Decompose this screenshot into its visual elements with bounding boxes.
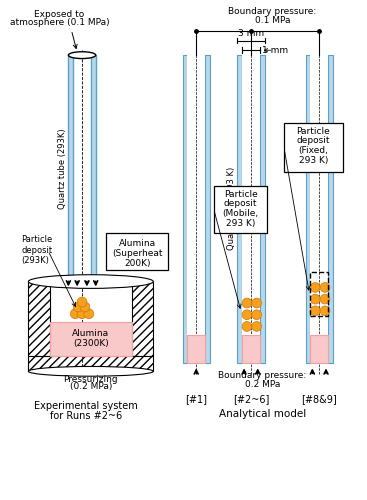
Text: deposit: deposit (297, 136, 330, 145)
Text: Alumina
(2300K): Alumina (2300K) (72, 329, 109, 348)
Circle shape (252, 298, 262, 308)
Circle shape (320, 306, 330, 316)
Text: for Runs #2~6: for Runs #2~6 (50, 411, 122, 421)
Circle shape (252, 322, 262, 332)
Circle shape (70, 309, 80, 318)
Circle shape (73, 302, 83, 312)
Text: (0.2 MPa): (0.2 MPa) (70, 382, 112, 392)
Bar (205, 55, 210, 362)
Text: Analytical model: Analytical model (219, 410, 306, 420)
Bar (305, 55, 310, 362)
Bar (284, 124, 343, 172)
Bar (68, 55, 73, 282)
Circle shape (242, 322, 252, 332)
Circle shape (77, 309, 87, 318)
Text: 293 K): 293 K) (299, 156, 328, 165)
Circle shape (242, 298, 252, 308)
Text: Boundary pressure:: Boundary pressure: (218, 370, 307, 380)
Circle shape (252, 310, 262, 320)
Circle shape (84, 309, 94, 318)
Text: Alumina: Alumina (119, 238, 156, 248)
Text: 3 mm: 3 mm (238, 29, 264, 38)
Text: Particle: Particle (297, 127, 330, 136)
Bar (91, 55, 96, 282)
Text: Quartz tube (293K): Quartz tube (293K) (58, 128, 67, 208)
Text: 293 K): 293 K) (226, 219, 255, 228)
Bar (242, 335, 260, 362)
Bar (310, 335, 328, 362)
Text: (Mobile,: (Mobile, (222, 208, 259, 218)
Text: deposit: deposit (224, 199, 257, 208)
Circle shape (310, 282, 320, 292)
Circle shape (320, 294, 330, 304)
Text: 1 mm: 1 mm (262, 46, 288, 55)
Bar (106, 233, 168, 270)
Text: 200K): 200K) (124, 258, 150, 268)
Bar (237, 55, 242, 362)
Text: [#8&9]: [#8&9] (301, 394, 337, 404)
Text: (Fixed,: (Fixed, (298, 146, 328, 155)
Bar (182, 55, 188, 362)
Circle shape (310, 294, 320, 304)
Circle shape (320, 282, 330, 292)
Text: atmosphere (0.1 MPa): atmosphere (0.1 MPa) (10, 18, 109, 28)
Text: Quartz tube (293 K): Quartz tube (293 K) (227, 167, 236, 250)
Bar (242, 55, 260, 362)
Bar (214, 186, 268, 233)
Bar (260, 55, 265, 362)
Text: Exposed to: Exposed to (34, 10, 85, 18)
Text: Particle: Particle (224, 190, 258, 199)
Circle shape (310, 306, 320, 316)
Circle shape (77, 297, 87, 307)
Text: (Superheat: (Superheat (112, 248, 163, 258)
Bar (28, 356, 153, 372)
Text: Pressurizing: Pressurizing (63, 374, 118, 384)
Text: Boundary pressure:: Boundary pressure: (228, 6, 316, 16)
Ellipse shape (68, 52, 96, 59)
Circle shape (80, 302, 90, 312)
Bar (188, 335, 205, 362)
Text: Particle
deposit
(293K): Particle deposit (293K) (22, 236, 53, 265)
Bar (310, 55, 328, 362)
Circle shape (242, 310, 252, 320)
Bar (310, 272, 328, 316)
Text: 0.1 MPa: 0.1 MPa (255, 16, 290, 24)
Bar (50, 322, 132, 356)
Text: [#1]: [#1] (185, 394, 207, 404)
Ellipse shape (28, 366, 153, 376)
Ellipse shape (28, 274, 153, 288)
Text: Experimental system: Experimental system (34, 402, 138, 411)
Text: 0.2 MPa: 0.2 MPa (245, 380, 280, 388)
Bar (188, 55, 205, 362)
Text: [#2~6]: [#2~6] (233, 394, 269, 404)
Bar (328, 55, 333, 362)
Bar (132, 282, 153, 356)
Bar (28, 282, 50, 356)
